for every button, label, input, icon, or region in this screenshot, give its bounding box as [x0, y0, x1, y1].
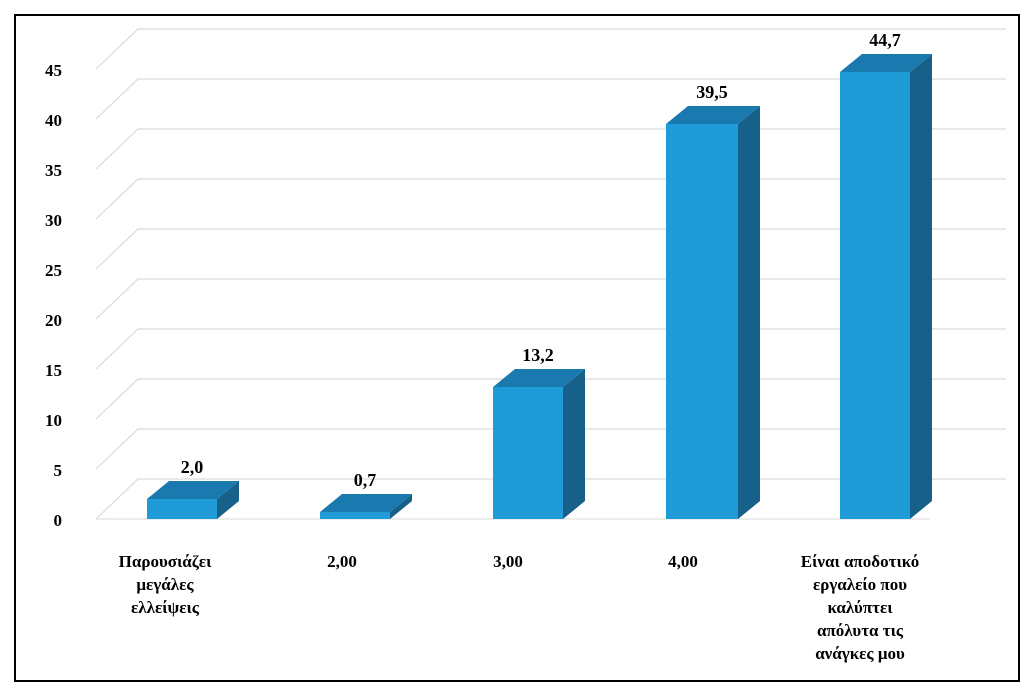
- bar-side-1: [390, 494, 412, 519]
- bar-side-2: [563, 369, 585, 519]
- x-tick-label-0-line-1: μεγάλες: [136, 575, 194, 594]
- bar-top-2: [493, 369, 585, 387]
- y-tick-label-5: 5: [54, 461, 63, 480]
- gridline-40: [95, 78, 1006, 120]
- x-tick-label-0-line-2: ελλείψεις: [131, 598, 200, 617]
- x-tick-label-4: Είναι αποδοτικό εργαλείο που καλύπτει απόλυ…: [801, 552, 919, 663]
- bar-0: [147, 499, 217, 519]
- data-label-3: 39,5: [696, 82, 728, 102]
- x-tick-label-4-line-0: Είναι αποδοτικό: [801, 552, 919, 571]
- data-label-0: 2,0: [181, 457, 204, 477]
- y-tick-label-45: 45: [45, 61, 62, 80]
- x-tick-label-0: Παρουσιάζει μεγάλες ελλείψεις: [119, 552, 212, 617]
- data-label-2: 13,2: [522, 345, 554, 365]
- y-tick-label-10: 10: [45, 411, 62, 430]
- x-tick-label-1-line-0: 2,00: [327, 552, 357, 571]
- x-tick-label-1: 2,00: [327, 552, 357, 571]
- y-tick-label-0: 0: [54, 511, 63, 530]
- bar-top-4: [840, 54, 932, 72]
- x-tick-label-4-line-1: εργαλείο που: [813, 575, 907, 594]
- y-tick-label-35: 35: [45, 161, 62, 180]
- bar-3: [666, 124, 738, 519]
- bar-top-0: [147, 481, 239, 499]
- x-tick-label-2-line-0: 3,00: [493, 552, 523, 571]
- y-tick-label-20: 20: [45, 311, 62, 330]
- y-tick-label-30: 30: [45, 211, 62, 230]
- bar-top-1: [320, 494, 412, 512]
- gridline-45: [95, 28, 1006, 70]
- x-tick-label-3: 4,00: [668, 552, 698, 571]
- x-tick-label-3-line-0: 4,00: [668, 552, 698, 571]
- bar-2: [493, 387, 563, 519]
- bar-top-3: [666, 106, 760, 124]
- x-tick-label-4-line-2: καλύπτει: [827, 598, 893, 617]
- y-tick-label-40: 40: [45, 111, 62, 130]
- y-tick-label-25: 25: [45, 261, 62, 280]
- data-label-4: 44,7: [869, 30, 901, 50]
- y-tick-label-15: 15: [45, 361, 62, 380]
- bar-side-0: [217, 481, 239, 519]
- bar-4: [840, 72, 910, 519]
- bar-side-4: [910, 54, 932, 519]
- x-tick-label-0-line-0: Παρουσιάζει: [119, 552, 212, 571]
- data-label-1: 0,7: [354, 470, 377, 490]
- x-tick-label-4-line-4: ανάγκες μου: [815, 644, 905, 663]
- x-tick-label-2: 3,00: [493, 552, 523, 571]
- bar-side-3: [738, 106, 760, 519]
- bar-1: [320, 512, 390, 519]
- x-tick-label-4-line-3: απόλυτα τις: [817, 621, 904, 640]
